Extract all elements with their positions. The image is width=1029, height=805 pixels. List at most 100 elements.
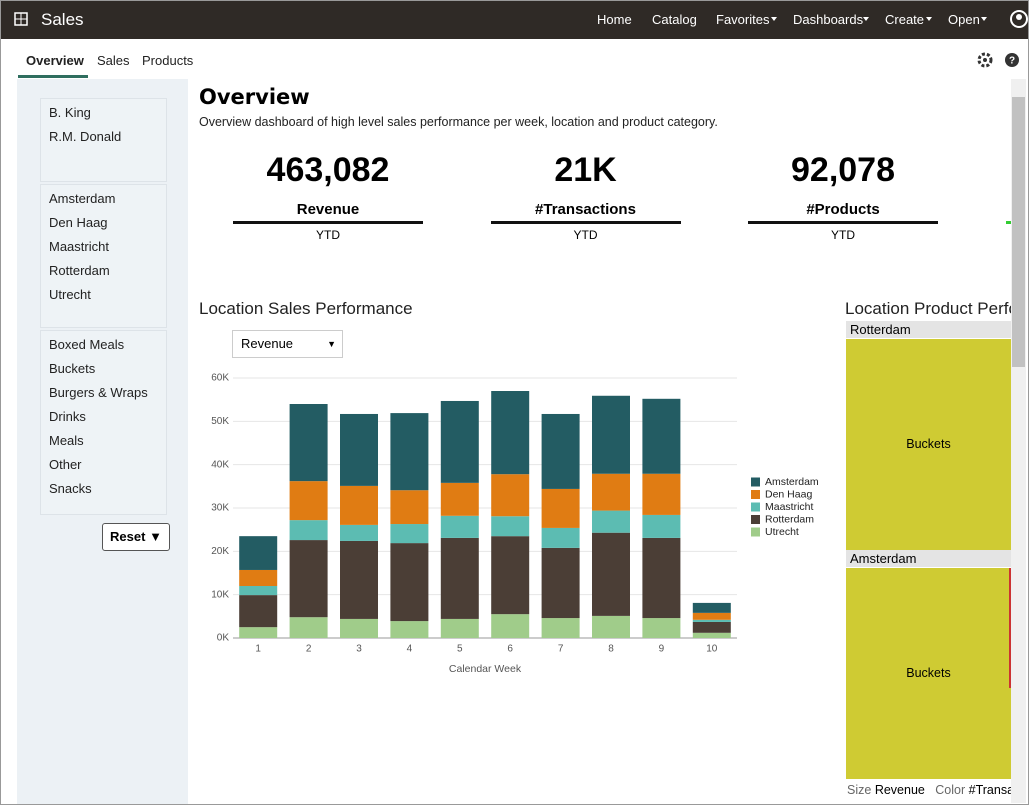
bar-segment (692, 621, 731, 633)
bar-segment (440, 482, 479, 516)
treemap-cell[interactable]: Buckets (846, 339, 1011, 550)
legend-swatch (751, 527, 760, 537)
filter-item[interactable]: Utrecht (49, 287, 91, 302)
kpi-value: 463,082 (266, 151, 390, 189)
x-tick-label: 6 (507, 644, 513, 655)
scroll-thumb[interactable] (1012, 97, 1025, 367)
bar-segment (592, 473, 630, 511)
nav-link[interactable]: Favorites (716, 12, 770, 27)
bar-segment (289, 540, 328, 618)
bar-segment (239, 569, 278, 586)
bar-segment (541, 527, 580, 548)
treemap-footer: Size Revenue Color #Transa (847, 783, 1011, 797)
bar-segment (390, 413, 429, 491)
svg-text:?: ? (1009, 56, 1015, 67)
x-tick-label: 5 (457, 644, 463, 655)
bar-segment (440, 400, 479, 483)
bar-segment (390, 490, 429, 525)
toolbar-icons[interactable]: ? (976, 51, 1021, 69)
measure-dropdown[interactable]: Revenue ▼ (232, 330, 343, 358)
bar-segment (340, 524, 378, 541)
bar-segment (289, 520, 328, 541)
bar-segment (592, 395, 630, 474)
filter-item[interactable]: Meals (49, 433, 84, 448)
filter-item[interactable]: Rotterdam (49, 263, 110, 278)
bar-segment (592, 510, 630, 533)
legend-swatch (751, 477, 760, 487)
bar-segment (289, 404, 328, 482)
nav-link[interactable]: Dashboards (793, 12, 864, 27)
bar-segment (642, 398, 681, 474)
filter-item[interactable]: Amsterdam (49, 191, 116, 206)
bar-segment (491, 474, 530, 517)
nav-link[interactable]: Create (885, 12, 925, 27)
filter-item[interactable]: Other (49, 457, 82, 472)
treemap-cell[interactable]: Buckets (846, 568, 1011, 779)
treemap-title: Location Product Perfo (845, 299, 1011, 318)
bar-segment (440, 618, 479, 638)
nav-link[interactable]: Home (597, 12, 632, 27)
bar-segment (340, 618, 378, 638)
page-title: Overview (199, 85, 310, 109)
tab[interactable]: Sales (97, 53, 130, 68)
bar-segment (692, 612, 731, 620)
bar-segment (239, 586, 278, 596)
filter-item[interactable]: R.M. Donald (49, 129, 122, 144)
bar-segment (692, 602, 731, 613)
size-label: Size (847, 783, 872, 797)
scrollbar[interactable] (1011, 79, 1026, 803)
bar-segment (692, 619, 731, 622)
bar-segment (239, 595, 278, 628)
y-tick-label: 60K (211, 373, 229, 384)
apps-icon[interactable] (14, 12, 28, 26)
filter-item[interactable]: Den Haag (49, 215, 108, 230)
color-label: Color (935, 783, 966, 797)
treemap-cell-edge (1009, 568, 1011, 688)
size-value: Revenue (874, 783, 925, 797)
treemap-cell-label: Buckets (906, 437, 951, 451)
tab[interactable]: Overview (26, 53, 84, 68)
filter-item[interactable]: Snacks (49, 481, 92, 496)
bar-segment (541, 488, 580, 528)
x-tick-label: 7 (558, 644, 564, 655)
filter-box: Amsterdam Den Haag Maastricht Rotterdam Utre… (40, 184, 167, 328)
chart-title: Location Sales Performance (199, 299, 413, 318)
bar-segment (340, 485, 378, 525)
kpi-label: #Products (806, 201, 880, 218)
page-subtitle: Overview dashboard of high level sales p… (199, 115, 718, 129)
tab-indicator (18, 75, 88, 78)
filter-item[interactable]: Boxed Meals (49, 337, 125, 352)
treemap-cell-label: Buckets (906, 666, 951, 680)
bar-segment (592, 615, 630, 638)
bar-segment (390, 543, 429, 622)
x-tick-label: 8 (608, 644, 614, 655)
nav-link[interactable]: Catalog (652, 12, 697, 27)
tab[interactable]: Products (142, 53, 194, 68)
bar-segment (642, 514, 681, 538)
kpi-value: 21K (554, 151, 617, 189)
y-tick-label: 0K (217, 633, 230, 644)
bar-segment (289, 617, 328, 638)
app-title: Sales (41, 10, 84, 29)
nav-link[interactable]: Open (948, 12, 980, 27)
x-tick-label: 9 (659, 644, 665, 655)
filter-item[interactable]: B. King (49, 105, 91, 120)
filter-panel: B. King R.M. Donald Amsterdam Den Haag Maa… (17, 79, 188, 804)
bar-segment (440, 537, 479, 619)
filter-item[interactable]: Maastricht (49, 239, 109, 254)
bar-segment (541, 618, 580, 638)
filter-item[interactable]: Burgers & Wraps (49, 385, 148, 400)
bar-segment (340, 540, 378, 619)
bar-segment (491, 614, 530, 638)
reset-button[interactable]: Reset ▼ (102, 523, 170, 551)
filter-item[interactable]: Buckets (49, 361, 96, 376)
top-bar: Sales Home Catalog Favorites Dashboards … (1, 1, 1028, 39)
bar-segment (340, 413, 378, 486)
bar-segment (541, 413, 580, 489)
filter-item[interactable]: Drinks (49, 409, 86, 424)
kpi-underline (748, 221, 938, 224)
bar-segment (491, 536, 530, 615)
bar-segment (642, 618, 681, 638)
y-tick-label: 50K (211, 416, 229, 427)
